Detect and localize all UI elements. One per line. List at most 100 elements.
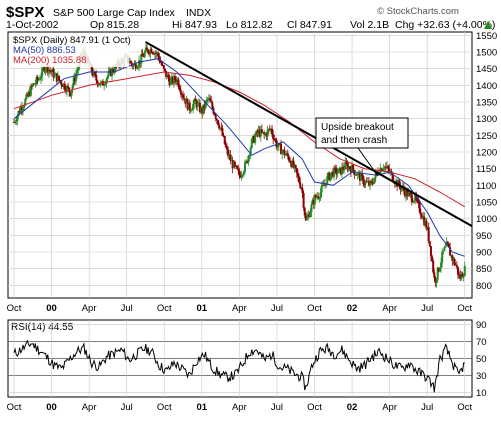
candle-down: [410, 194, 413, 202]
rsi-x-tick: Apr: [382, 402, 397, 413]
candle-down: [461, 273, 464, 278]
price-y-tick: 850: [476, 264, 492, 275]
candle-up: [169, 80, 172, 85]
candle-down: [171, 76, 174, 84]
candle-down: [433, 272, 436, 278]
candle-down: [446, 241, 449, 244]
candle-down: [265, 133, 268, 137]
price-x-axis: Oct 00 Apr Jul Oct 01 Apr Jul Oct 02 Apr Jul Oct: [7, 303, 473, 314]
high-label: Hi 847.93: [172, 19, 217, 31]
candle-up: [138, 60, 141, 67]
candle-down: [260, 129, 263, 133]
candle-down: [295, 168, 298, 174]
candle-down: [409, 193, 412, 195]
candle-up: [424, 221, 427, 226]
candle-up: [310, 204, 313, 212]
price-y-tick: 1150: [476, 164, 496, 175]
candle-up: [108, 69, 111, 71]
candle-up: [329, 174, 332, 181]
candle-down: [33, 83, 36, 85]
candle-down: [449, 247, 452, 256]
candle-up: [105, 79, 108, 84]
candle-up: [354, 174, 357, 176]
candle-up: [285, 153, 288, 155]
candle-up: [228, 154, 231, 157]
candle-down: [312, 200, 315, 205]
price-y-tick: 900: [476, 248, 492, 259]
candle-up: [444, 245, 447, 248]
candle-up: [19, 107, 22, 113]
candle-up: [284, 154, 287, 156]
triangle-up-icon: [484, 21, 492, 29]
candle-up: [240, 175, 243, 178]
candle-down: [221, 128, 224, 136]
candle-down: [283, 149, 286, 156]
ma200-line: [13, 71, 465, 208]
candle-up: [17, 110, 20, 116]
candle-up: [106, 76, 109, 80]
candle-down: [419, 212, 422, 216]
candle-down: [162, 65, 165, 69]
candle-up: [74, 74, 77, 82]
candle-up: [407, 192, 410, 197]
candle-up: [16, 115, 19, 122]
candle-up: [204, 101, 207, 109]
candle-up: [97, 84, 100, 86]
price-y-tick: 1250: [476, 131, 497, 142]
candle-up: [338, 167, 341, 169]
candle-down: [49, 69, 52, 71]
candle-up: [266, 130, 269, 137]
candle-up: [22, 107, 25, 111]
candle-down: [308, 214, 311, 218]
candle-down: [214, 115, 217, 119]
candle-down: [287, 156, 290, 161]
candle-up: [441, 251, 444, 263]
candle-down: [294, 165, 297, 169]
candle-down: [239, 175, 242, 178]
rsi-x-tick: Oct: [307, 402, 322, 413]
candle-up: [381, 169, 384, 172]
candle-up: [54, 73, 57, 75]
rsi-x-tick: 02: [347, 402, 358, 413]
candle-down: [275, 140, 278, 148]
rsi-grid: [8, 320, 472, 397]
candle-down: [371, 182, 374, 184]
candle-up: [72, 77, 75, 86]
candle-up: [170, 76, 173, 81]
candle-down: [434, 277, 437, 284]
candle-down: [159, 61, 162, 63]
candle-up: [422, 216, 425, 219]
rsi-x-tick: Jul: [421, 402, 433, 413]
candle-up: [255, 131, 258, 137]
candle-up: [333, 167, 336, 177]
candle-down: [418, 202, 421, 213]
candle-down: [218, 124, 221, 129]
candle-up: [42, 67, 45, 69]
candle-down: [387, 166, 390, 170]
annotation-pointer: [357, 147, 379, 177]
candle-up: [230, 159, 233, 161]
ma50-line: [13, 58, 465, 257]
candle-up: [383, 166, 386, 169]
candle-down: [130, 61, 133, 64]
candle-up: [244, 162, 247, 172]
candle-down: [31, 85, 34, 87]
candle-up: [319, 192, 322, 198]
candle-down: [58, 75, 61, 81]
candle-down: [458, 274, 461, 276]
candle-down: [222, 135, 225, 137]
candle-down: [147, 49, 150, 53]
candle-down: [286, 153, 289, 157]
candle-down: [229, 154, 232, 161]
candle-down: [420, 215, 423, 219]
candle-down: [367, 181, 370, 186]
candle-down: [427, 227, 430, 242]
candle-down: [233, 161, 236, 166]
candle-up: [318, 197, 321, 199]
candle-up: [71, 85, 74, 91]
candle-down: [225, 146, 228, 150]
candle-down: [50, 70, 53, 72]
symbol-label: $SPX: [6, 4, 44, 21]
price-y-tick: 1500: [476, 48, 497, 59]
candle-up: [414, 195, 417, 201]
